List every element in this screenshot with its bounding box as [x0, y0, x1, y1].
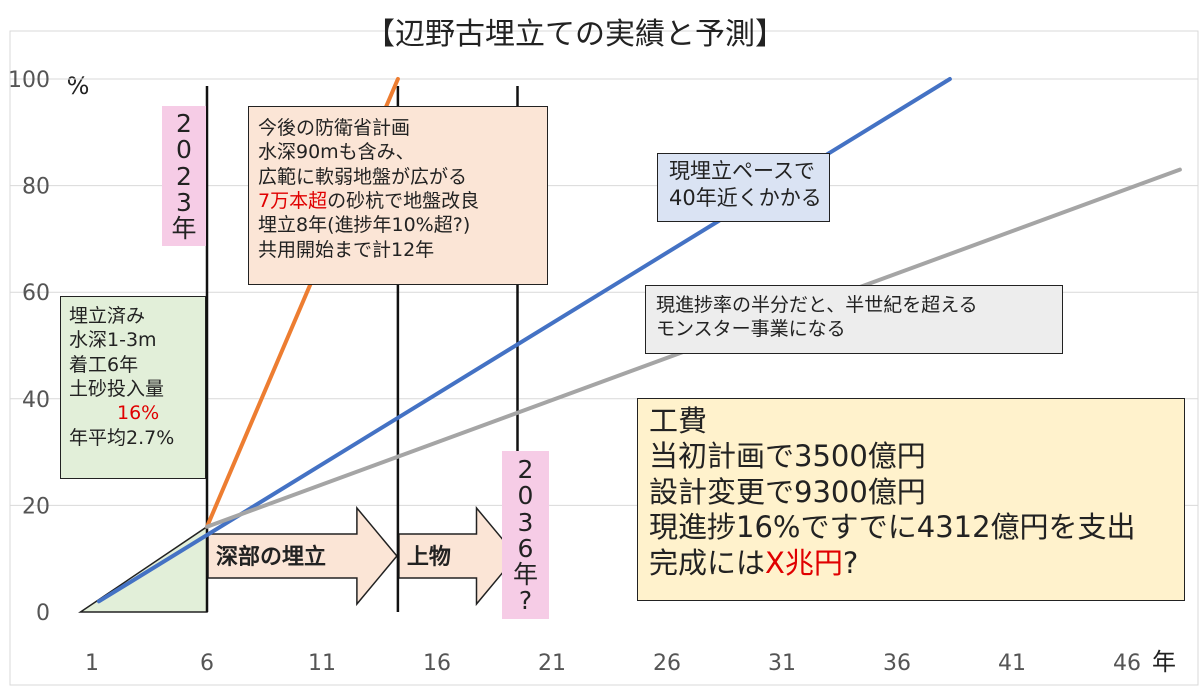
cost-last-highlight: X兆円 — [765, 545, 843, 580]
x-tick-label: 21 — [538, 651, 566, 676]
chart-title: 【辺野古埋立ての実績と予測】 — [365, 17, 785, 52]
cost-last-prefix: 完成には — [649, 545, 766, 580]
annotation-half-pace: 現進捗率の半分だと、半世紀を超える モンスター事業になる — [645, 285, 1063, 354]
annotation-done: 埋立済み 水深1-3m 着工6年 土砂投入量 16% 年平均2.7% — [60, 296, 206, 479]
done-lines-before: 埋立済み 水深1-3m 着工6年 土砂投入量 — [69, 305, 165, 400]
phase-arrow-1 — [398, 505, 518, 607]
annotation-defense-plan: 今後の防衛省計画 水深90mも含み、 広範に軟弱地盤が広がる 7万本超の砂杭で地… — [248, 106, 548, 285]
y-tick-label: 40 — [22, 388, 50, 413]
x-tick-label: 11 — [308, 651, 336, 676]
marker-label-2023: 2 0 2 3 年 — [162, 106, 206, 246]
y-tick-label: 100 — [8, 68, 50, 93]
y-tick-label: 0 — [36, 601, 50, 626]
done-highlight: 16% — [117, 402, 160, 425]
defense-plan-highlight: 7万本超 — [258, 189, 328, 212]
y-axis-unit: % — [67, 72, 90, 100]
x-tick-label: 41 — [998, 651, 1026, 676]
phase-arrow-label: 上物 — [407, 544, 451, 570]
defense-plan-lines-after: 埋立8年(進捗年10%超?) 共用開始まで計12年 — [258, 214, 471, 261]
x-tick-label: 16 — [423, 651, 451, 676]
chart-border — [9, 30, 1199, 686]
done-line-after: 年平均2.7% — [69, 426, 175, 449]
x-tick-label: 26 — [653, 651, 681, 676]
y-tick-label: 20 — [22, 494, 50, 519]
x-axis-unit: 年 — [1152, 648, 1176, 676]
annotation-cost: 工費 当初計画で3500億円 設計変更で9300億円 現進捗16%ですでに431… — [637, 398, 1185, 601]
marker-label-2036: 2 0 3 6 年 ? — [502, 451, 549, 619]
phase-arrow-label: 深部の埋立 — [216, 544, 326, 570]
phase-arrow-0 — [207, 505, 398, 607]
annotation-current-pace: 現埋立ペースで 40年近くかかる — [657, 153, 830, 222]
x-tick-label: 1 — [85, 651, 99, 676]
cost-last-suffix: ? — [842, 545, 859, 580]
x-tick-label: 31 — [768, 651, 796, 676]
defense-plan-highlight-rest: の砂杭で地盤改良 — [327, 189, 480, 212]
cost-lines: 当初計画で3500億円 設計変更で9300億円 現進捗16%ですでに4312億円… — [649, 439, 1136, 545]
y-tick-label: 60 — [22, 281, 50, 306]
y-tick-label: 80 — [22, 175, 50, 200]
x-tick-label: 46 — [1113, 651, 1141, 676]
cost-heading: 工費 — [649, 404, 708, 438]
x-tick-label: 6 — [200, 651, 214, 676]
x-tick-label: 36 — [883, 651, 911, 676]
defense-plan-lines-before: 今後の防衛省計画 水深90mも含み、 広範に軟弱地盤が広がる — [258, 117, 468, 188]
